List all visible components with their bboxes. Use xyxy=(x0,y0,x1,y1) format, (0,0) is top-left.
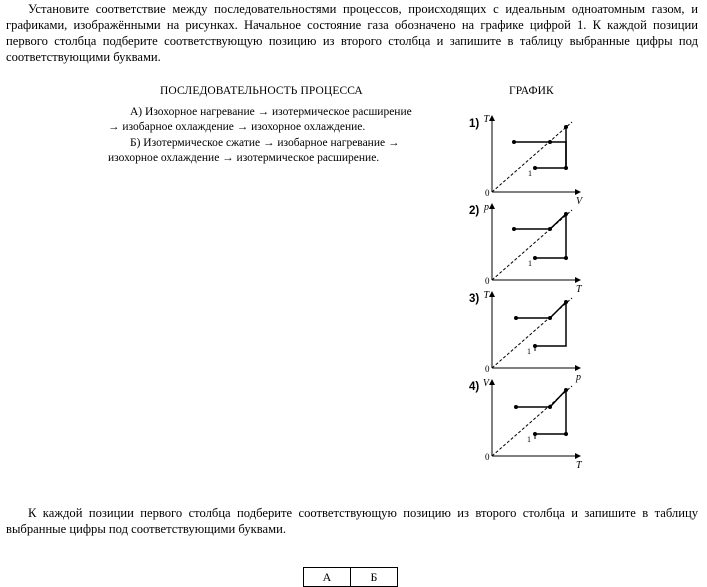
graph-4-point xyxy=(564,432,568,436)
graph-2-origin: 0 xyxy=(485,276,490,286)
graph-2-start-label: 1 xyxy=(528,259,532,268)
graph-2-point xyxy=(564,256,568,260)
graph-4-y-label: V xyxy=(483,378,491,389)
graph-3-x-label: p xyxy=(575,372,581,383)
graph-2-point xyxy=(548,227,552,231)
graph-2-point-1 xyxy=(533,256,537,260)
graph-2-diagonal xyxy=(491,209,573,281)
graph-1-point xyxy=(564,166,568,170)
graph-1-path-b xyxy=(514,141,567,168)
graph-4-x-label: T xyxy=(576,460,583,471)
graph-4: V T 0 1 xyxy=(483,378,583,471)
answer-table: А Б xyxy=(303,567,398,587)
graph-4-origin: 0 xyxy=(485,452,490,462)
task-outro-text: К каждой позиции первого столбца подбери… xyxy=(6,506,698,536)
header-graph: ГРАФИК xyxy=(509,85,554,97)
graph-4-point xyxy=(548,405,552,409)
graph-3-label: 3) xyxy=(469,293,480,305)
graph-1-label: 1) xyxy=(469,118,480,130)
graph-2-x-label: T xyxy=(576,284,583,295)
graph-2-point xyxy=(564,212,568,216)
process-a: А) Изохорное нагревание → изотермическое… xyxy=(108,106,412,133)
graph-2-y-label: p xyxy=(483,202,489,213)
graph-2-label: 2) xyxy=(469,205,480,217)
graph-2: p T 0 1 xyxy=(483,202,583,295)
graphs-figure: T V 0 1 p T 0 1 T p 0 1 xyxy=(483,114,584,471)
graph-3-path xyxy=(516,300,567,347)
graph-4-point xyxy=(514,405,518,409)
graph-3-point xyxy=(548,316,552,320)
answer-col-a: А xyxy=(303,567,351,587)
graph-3: T p 0 1 xyxy=(483,290,581,383)
graph-1-point xyxy=(564,125,568,129)
graph-1-diagonal xyxy=(491,121,573,193)
header-process-sequence: ПОСЛЕДОВАТЕЛЬНОСТЬ ПРОЦЕССА xyxy=(160,85,363,97)
graph-1-path-a xyxy=(535,127,567,169)
task-outro: К каждой позиции первого столбца подбери… xyxy=(6,505,698,537)
graph-4-label: 4) xyxy=(469,381,480,393)
graph-3-y-label: T xyxy=(483,290,490,301)
graph-2-point xyxy=(512,227,516,231)
graph-3-point-1 xyxy=(533,344,537,348)
task-intro: Установите соответствие между последоват… xyxy=(6,1,698,65)
graph-1-point xyxy=(548,140,552,144)
graph-1-point xyxy=(512,140,516,144)
graph-3-start-label: 1 xyxy=(527,347,531,356)
graph-4-start-label: 1 xyxy=(527,435,531,444)
graph-4-point xyxy=(564,388,568,392)
graph-3-diagonal xyxy=(491,297,573,369)
graph-2-path-a xyxy=(535,212,567,259)
graph-1-point-1 xyxy=(533,166,537,170)
graph-1: T V 0 1 xyxy=(483,114,584,207)
task-intro-text: Установите соответствие между последоват… xyxy=(6,2,698,64)
graph-1-y-label: T xyxy=(483,114,490,125)
graph-4-diagonal xyxy=(491,385,573,457)
graph-4-path xyxy=(516,388,567,435)
graph-1-start-label: 1 xyxy=(528,169,532,178)
graph-3-point xyxy=(514,316,518,320)
process-list: А) Изохорное нагревание → изотермическое… xyxy=(108,105,413,167)
graph-3-point xyxy=(564,300,568,304)
graph-1-x-label: V xyxy=(576,196,584,207)
process-b: Б) Изотермическое сжатие → изобарное наг… xyxy=(108,137,400,164)
graph-4-point-1 xyxy=(533,432,537,436)
graph-3-origin: 0 xyxy=(485,364,490,374)
answer-col-b: Б xyxy=(350,567,398,587)
graph-1-origin: 0 xyxy=(485,188,490,198)
